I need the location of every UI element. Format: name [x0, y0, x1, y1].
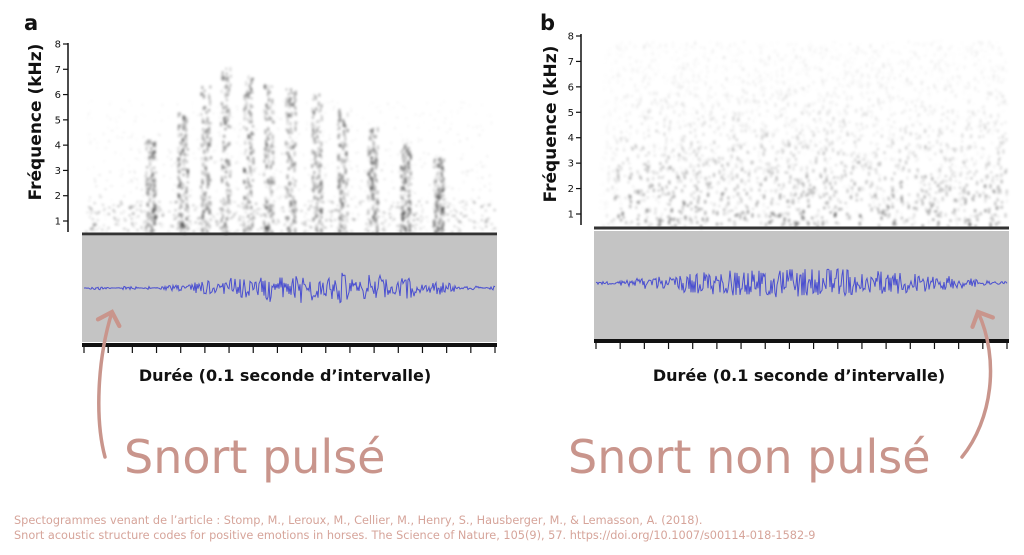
y-tick-label: 3	[55, 166, 61, 177]
citation-caption: Spectogrammes venant de l’article : Stom…	[14, 513, 815, 543]
y-tick-label: 2	[55, 191, 61, 202]
panel-letter: b	[540, 11, 555, 35]
y-tick-label: 1	[568, 210, 574, 221]
waveform	[84, 272, 496, 304]
panel-b: b Fréquence (kHz) 1 2 3 4 5 6 7 8 Durée (0.1 se…	[540, 11, 1009, 484]
y-tick-label: 2	[568, 184, 574, 195]
y-axis-label: Fréquence (kHz)	[541, 46, 561, 203]
panel-a: a Fréquence (kHz) 1 2 3 4 5 6 7 8 Durée (0.1 se…	[24, 11, 497, 484]
spectrogram	[594, 32, 1009, 230]
waveform	[595, 268, 1008, 298]
x-axis-label: Durée (0.1 seconde d’intervalle)	[139, 366, 431, 385]
y-axis: 1 2 3 4 5 6 7 8	[55, 40, 69, 232]
y-tick-label: 7	[568, 57, 574, 68]
y-axis-label: Fréquence (kHz)	[26, 44, 46, 201]
y-tick-label: 8	[55, 40, 61, 51]
y-tick-label: 4	[55, 141, 61, 152]
annotation-arrow	[95, 309, 122, 459]
y-tick-label: 6	[568, 82, 574, 93]
oscillogram	[594, 231, 1009, 339]
annotation-label: Snort non pulsé	[568, 430, 931, 484]
caption-line-2: Snort acoustic structure codes for posit…	[14, 529, 816, 542]
annotation-arrow	[960, 309, 995, 459]
y-tick-label: 1	[55, 217, 61, 228]
spectrogram	[82, 40, 497, 237]
y-tick-label: 3	[568, 159, 574, 170]
y-tick-label: 5	[55, 115, 61, 126]
time-axis	[594, 339, 1009, 349]
y-tick-label: 6	[55, 90, 61, 101]
y-tick-label: 7	[55, 65, 61, 76]
y-tick-label: 4	[568, 133, 574, 144]
annotation-label: Snort pulsé	[124, 430, 385, 484]
time-axis	[82, 343, 497, 353]
y-tick-label: 5	[568, 108, 574, 119]
y-tick-label: 8	[568, 32, 574, 43]
x-axis-label: Durée (0.1 seconde d’intervalle)	[653, 366, 945, 385]
oscillogram	[82, 236, 497, 342]
y-axis: 1 2 3 4 5 6 7 8	[568, 32, 582, 225]
panel-letter: a	[24, 11, 38, 35]
caption-line-1: Spectogrammes venant de l’article : Stom…	[14, 514, 703, 527]
